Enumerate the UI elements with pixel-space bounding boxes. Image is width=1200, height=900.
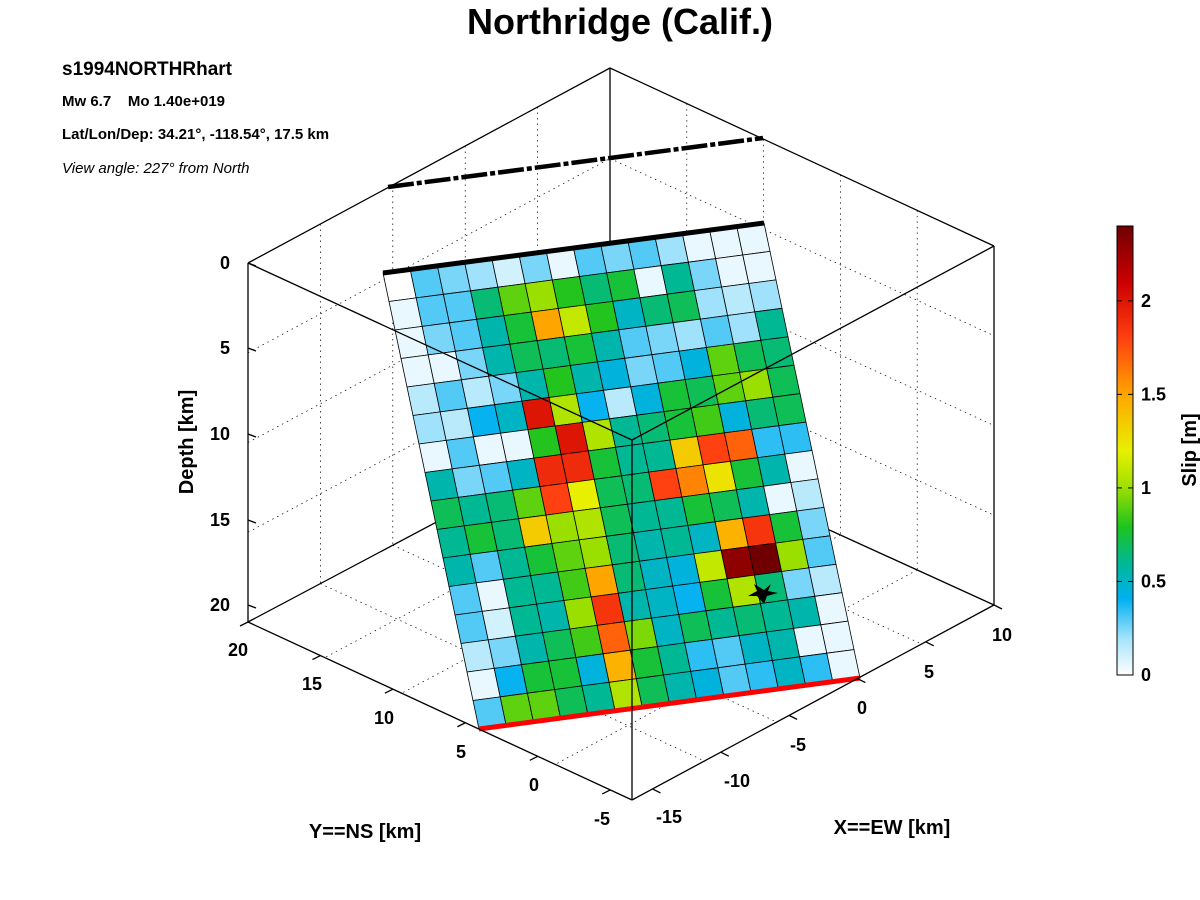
surface-trace-line (387, 135, 764, 190)
depth-tick-label: 5 (220, 338, 230, 358)
ns-tick-label: 5 (456, 742, 466, 762)
grid-line (324, 464, 687, 658)
colorbar-tick-label: 1.5 (1141, 384, 1166, 404)
depth-tick-mark (247, 262, 257, 267)
slip-cell (790, 478, 825, 512)
ns-tick-label: 20 (228, 640, 248, 660)
depth-tick-label: 20 (210, 595, 230, 615)
ew-tick-label: 10 (992, 625, 1012, 645)
depth-tick-mark (247, 433, 257, 438)
grid-line (609, 158, 995, 337)
depth-tick-mark (247, 604, 257, 609)
depth-tick-label: 15 (210, 510, 230, 530)
slip-cell (796, 506, 831, 540)
slip-cell (766, 364, 801, 398)
tick-marks (239, 262, 1003, 795)
ew-tick-label: -5 (790, 735, 806, 755)
fault-plane (382, 222, 861, 730)
slip-cell (784, 450, 819, 483)
ns-tick-mark (384, 688, 394, 694)
depth-tick-label: 0 (220, 253, 230, 273)
grid-line (401, 499, 764, 694)
slip-cell (808, 563, 843, 597)
colorbar-label: Slip [m] (1179, 413, 1200, 486)
axis-box-front (247, 245, 995, 801)
slip-cell (742, 250, 777, 284)
depth-axis-label: Depth [km] (176, 390, 198, 494)
ns-tick-mark (529, 755, 539, 761)
ns-tick-mark (312, 655, 321, 661)
depth-tick-mark (247, 519, 257, 524)
depth-tick-mark (247, 347, 257, 352)
ns-axis-label: Y==NS [km] (309, 821, 421, 843)
ns-tick-label: 0 (529, 775, 539, 795)
view-angle-line: View angle: 227° from North (62, 160, 250, 177)
ew-tick-mark (720, 751, 730, 757)
colorbar-tick-label: 1 (1141, 478, 1151, 498)
event-id: s1994NORTHRhart (62, 59, 233, 80)
ew-tick-label: -10 (724, 771, 750, 791)
grid-line (320, 583, 705, 762)
ns-tick-label: 10 (374, 708, 394, 728)
slip-cell (754, 307, 789, 341)
chart-title: Northridge (Calif.) (467, 1, 773, 42)
ew-axis-label: X==EW [km] (834, 817, 951, 839)
location-line: Lat/Lon/Dep: 34.21°, -118.54°, 17.5 km (62, 126, 329, 143)
colorbar (1116, 225, 1134, 676)
fault-top-edge (382, 220, 765, 276)
slip-cell (820, 620, 855, 654)
ns-tick-mark (457, 722, 466, 728)
ew-tick-label: 5 (924, 662, 934, 682)
colorbar-tick-label: 0.5 (1141, 571, 1166, 591)
slip-cell (772, 393, 807, 427)
slip-cell (760, 336, 795, 370)
ew-tick-label: 0 (857, 698, 867, 718)
ns-tick-mark (239, 621, 249, 627)
ew-tick-mark (857, 678, 866, 684)
magnitude-line: Mw 6.7 Mo 1.40e+019 (62, 93, 225, 110)
ew-tick-mark (925, 641, 934, 647)
colorbar-ticks: 0 0.5 1 1.5 2 (1117, 291, 1166, 685)
hypocenter-star-icon (748, 584, 778, 604)
ns-tick-label: -5 (594, 809, 610, 829)
grid-line (247, 158, 611, 354)
grid-line (555, 569, 918, 765)
fault-bottom-edge (478, 675, 861, 732)
grid-line (609, 248, 995, 426)
slip-cell (748, 279, 783, 313)
slip-cell (802, 535, 837, 569)
ew-tick-mark (993, 604, 1003, 610)
ew-tick-mark (788, 714, 798, 720)
ew-tick-label: -15 (656, 807, 682, 827)
ew-tick-mark (652, 788, 661, 794)
slip-cell (814, 592, 849, 626)
colorbar-tick-label: 2 (1141, 291, 1151, 311)
colorbar-tick-label: 0 (1141, 665, 1151, 685)
tick-labels: 0 5 10 15 20 20 15 10 5 0 -5 10 5 0 -5 -10 -15 (210, 253, 1012, 829)
slip-cell (778, 421, 813, 455)
ns-tick-label: 15 (302, 674, 322, 694)
ns-tick-mark (601, 789, 611, 795)
depth-tick-label: 10 (210, 424, 230, 444)
